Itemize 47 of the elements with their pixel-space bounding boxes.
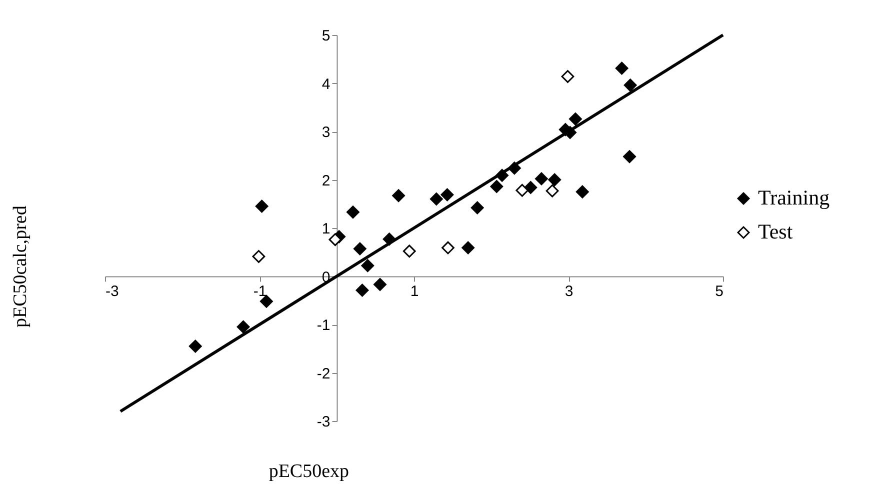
point	[188, 340, 202, 353]
x-tick-label: -3	[106, 282, 119, 300]
point	[328, 233, 342, 246]
point	[392, 189, 405, 202]
y-tick-label: 5	[322, 28, 330, 44]
x-tick-label: 5	[715, 282, 724, 300]
legend-label: Test	[758, 220, 793, 244]
point	[624, 78, 637, 92]
point	[430, 192, 443, 206]
point	[356, 284, 369, 297]
point	[546, 184, 559, 198]
y-axis-title: pEC50calc,pred	[10, 205, 31, 328]
point	[260, 294, 273, 308]
y-tick-label: 3	[322, 124, 330, 141]
point	[490, 180, 504, 193]
point	[576, 185, 589, 198]
x-tick-label: 3	[564, 282, 574, 300]
point	[346, 206, 360, 219]
point	[569, 112, 582, 126]
y-tick-label: -1	[316, 317, 330, 334]
point	[236, 320, 250, 334]
point	[516, 184, 529, 197]
x-axis-title: pEC50exp	[268, 461, 350, 482]
point	[442, 241, 454, 254]
point	[535, 172, 548, 186]
point	[615, 62, 628, 75]
x-tick-label: -1	[253, 282, 267, 300]
point	[524, 181, 538, 194]
point	[462, 241, 475, 254]
point	[548, 173, 562, 186]
point	[402, 244, 416, 258]
point	[361, 259, 374, 272]
point	[374, 278, 386, 291]
y-tick-label: -2	[316, 365, 330, 382]
legend-label: Training	[758, 186, 830, 210]
y-tick-label: -3	[316, 414, 330, 430]
y-tick-label: 1	[322, 220, 330, 238]
point	[470, 201, 484, 214]
y-tick-label: 2	[322, 172, 330, 190]
point	[561, 70, 574, 83]
y-tick-label: 4	[322, 76, 330, 93]
x-tick-label: 1	[410, 282, 419, 300]
point	[255, 200, 268, 213]
point	[353, 242, 366, 256]
point	[440, 188, 454, 202]
point	[252, 250, 266, 263]
point	[623, 150, 636, 164]
